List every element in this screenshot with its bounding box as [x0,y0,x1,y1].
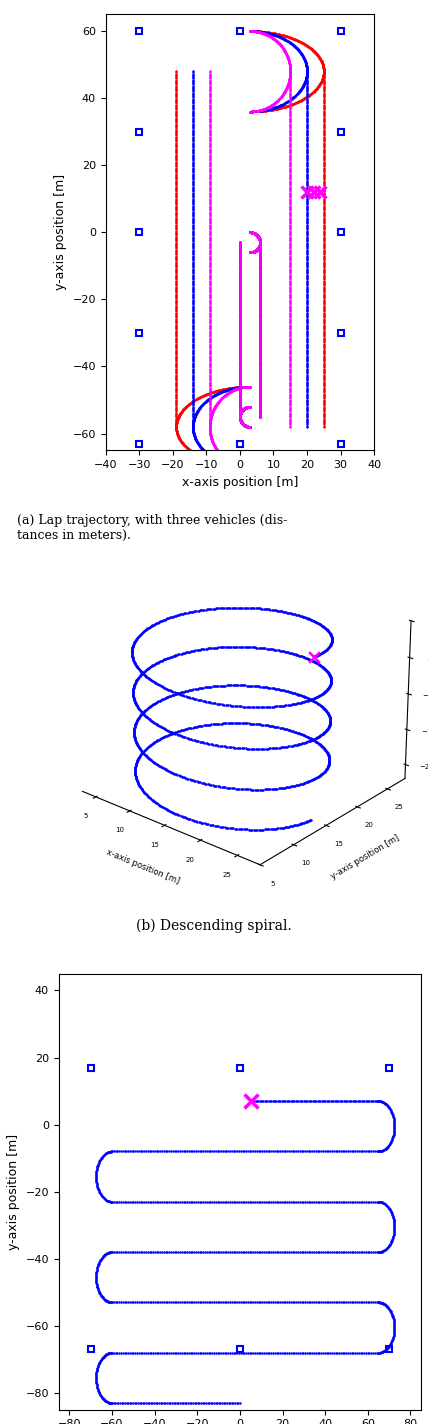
X-axis label: x-axis position [m]: x-axis position [m] [105,847,181,886]
Text: (b) Descending spiral.: (b) Descending spiral. [136,918,292,933]
Text: (a) Lap trajectory, with three vehicles (dis-
tances in meters).: (a) Lap trajectory, with three vehicles … [17,514,287,543]
X-axis label: x-axis position [m]: x-axis position [m] [182,476,298,488]
Y-axis label: y-axis position [m]: y-axis position [m] [330,833,401,881]
Y-axis label: y-axis position [m]: y-axis position [m] [7,1134,20,1250]
Y-axis label: y-axis position [m]: y-axis position [m] [54,174,67,290]
